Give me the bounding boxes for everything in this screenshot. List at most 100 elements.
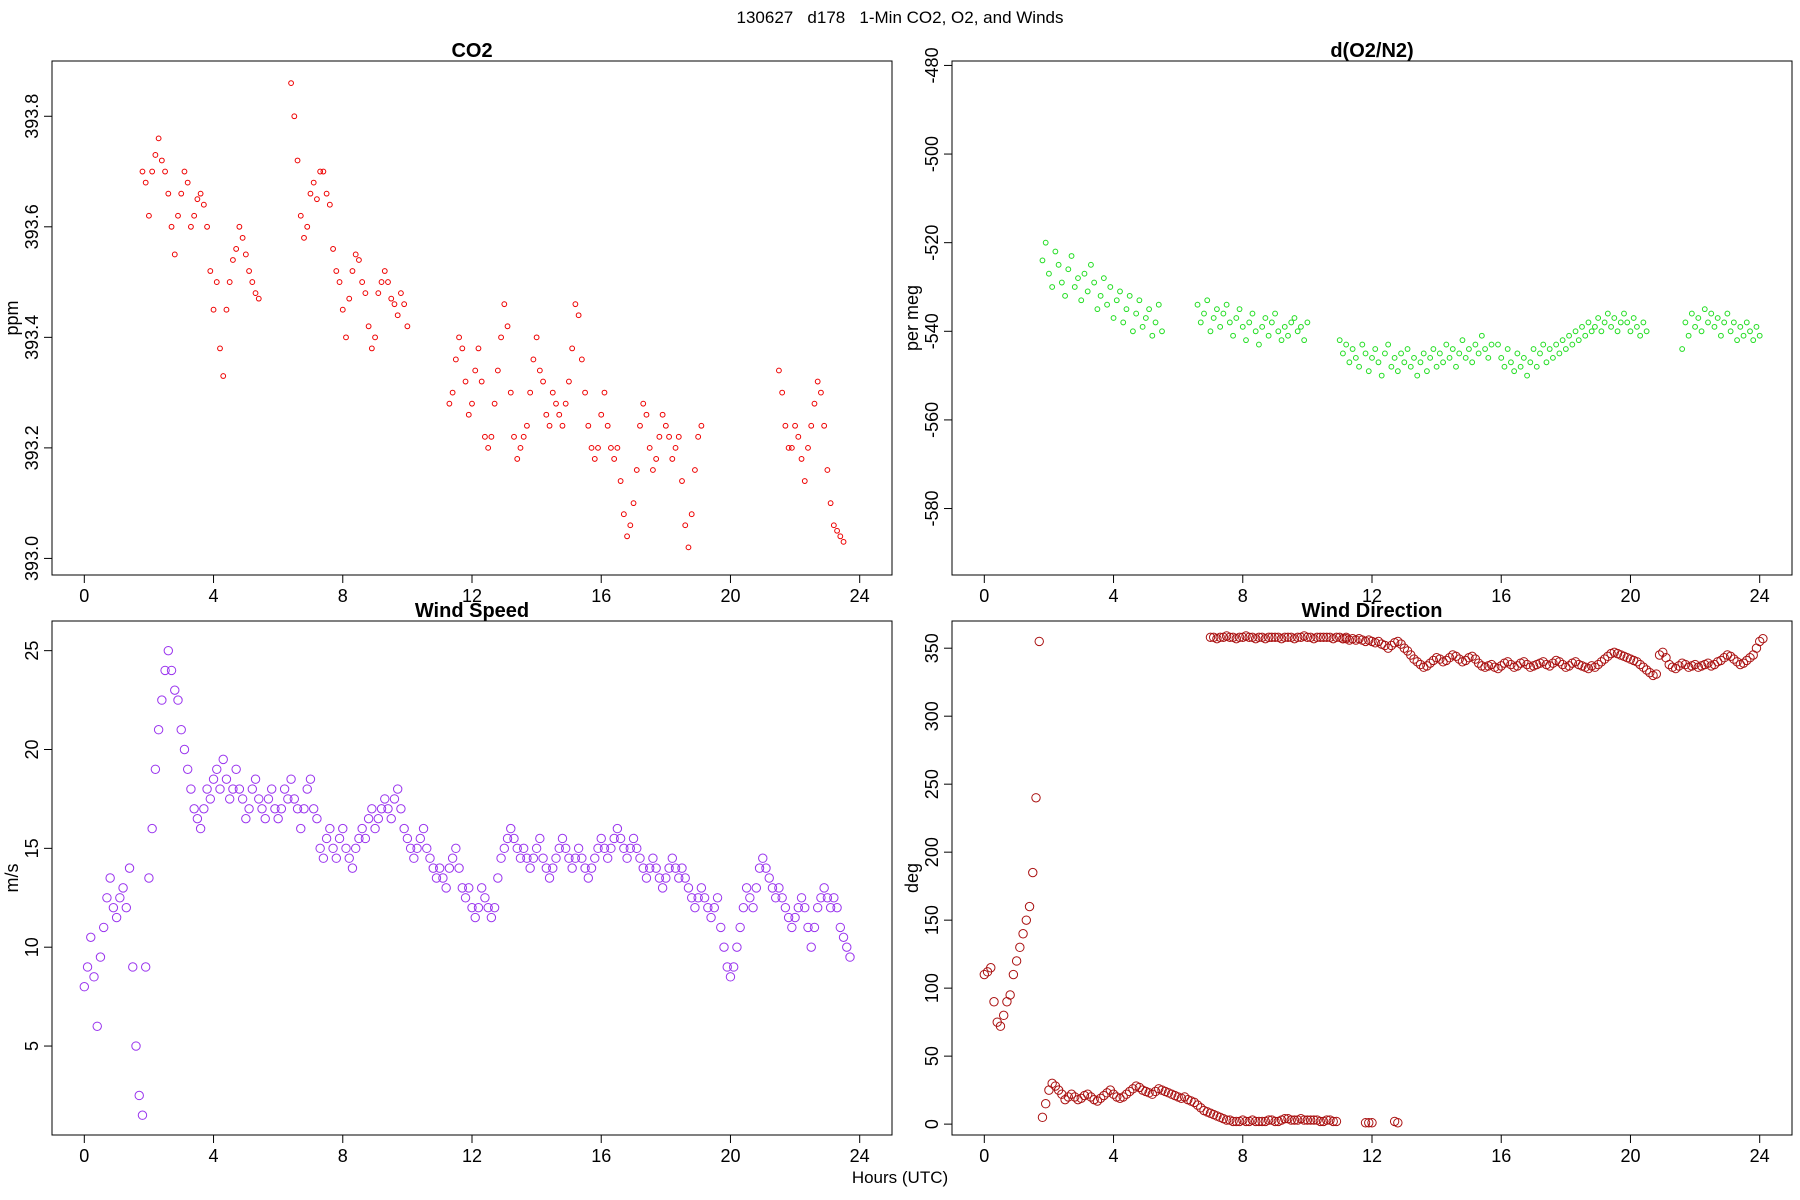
- data-point: [1459, 337, 1466, 344]
- data-point: [452, 356, 459, 363]
- data-point: [249, 279, 256, 285]
- data-point: [1159, 328, 1165, 335]
- data-point: [567, 863, 577, 873]
- data-point: [1226, 319, 1233, 326]
- data-point: [321, 833, 332, 844]
- data-point: [447, 853, 458, 863]
- data-point: [549, 389, 556, 396]
- data-point: [289, 794, 300, 804]
- data-point: [1640, 319, 1647, 326]
- data-point: [1436, 350, 1443, 357]
- data-point: [1147, 1089, 1158, 1099]
- data-point: [454, 863, 464, 873]
- data-point: [1601, 319, 1608, 326]
- data-point: [1579, 323, 1585, 330]
- data-point: [1128, 1084, 1138, 1094]
- data-points: [979, 631, 1768, 1128]
- data-point: [317, 168, 324, 175]
- data-point: [363, 813, 374, 824]
- data-point: [793, 902, 804, 913]
- data-point: [1488, 341, 1495, 348]
- data-point: [630, 500, 637, 507]
- data-point: [204, 223, 210, 230]
- data-point: [383, 804, 393, 814]
- data-point: [480, 893, 490, 903]
- data-point: [1236, 306, 1243, 313]
- data-point: [194, 196, 201, 203]
- data-point: [1263, 632, 1274, 643]
- data-point: [1422, 661, 1432, 671]
- data-point: [375, 290, 382, 297]
- data-point: [215, 784, 225, 794]
- data-point: [783, 912, 794, 923]
- data-point: [821, 422, 828, 429]
- data-point: [1252, 328, 1259, 335]
- data-point: [706, 912, 716, 923]
- data-point: [825, 902, 836, 913]
- x-tick-label: 12: [462, 586, 482, 606]
- data-point: [386, 813, 396, 824]
- data-point: [1150, 1086, 1161, 1097]
- data-point: [776, 367, 782, 374]
- data-point: [378, 279, 385, 285]
- data-point: [247, 784, 258, 794]
- data-point: [102, 893, 112, 903]
- data-point: [1544, 661, 1555, 671]
- data-point: [1118, 1092, 1128, 1102]
- data-point: [1117, 288, 1123, 295]
- data-point: [1475, 350, 1482, 357]
- data-point: [224, 794, 235, 804]
- data-point: [662, 422, 669, 429]
- data-point: [1398, 350, 1404, 357]
- data-point: [1425, 658, 1435, 668]
- data-point: [1554, 657, 1565, 667]
- data-point: [656, 433, 663, 440]
- data-point: [835, 922, 846, 933]
- data-point: [236, 223, 243, 230]
- data-point: [1302, 632, 1313, 643]
- data-point: [302, 784, 312, 794]
- data-point: [1275, 328, 1282, 335]
- data-point: [86, 932, 96, 943]
- data-point: [1126, 292, 1133, 299]
- data-point: [535, 833, 545, 844]
- data-point: [527, 389, 534, 396]
- data-point: [279, 784, 290, 794]
- data-point: [182, 764, 193, 774]
- data-point: [1092, 1096, 1103, 1106]
- data-point: [577, 853, 587, 863]
- data-point: [308, 804, 319, 814]
- data-point: [754, 863, 765, 873]
- data-point: [314, 196, 320, 203]
- data-point: [1372, 346, 1379, 352]
- data-point: [504, 323, 511, 330]
- data-point: [1378, 372, 1385, 379]
- data-point: [288, 80, 294, 87]
- data-point: [738, 902, 749, 913]
- data-point: [175, 212, 181, 219]
- data-point: [624, 533, 630, 540]
- data-point: [230, 257, 236, 263]
- data-point: [1031, 793, 1041, 803]
- data-point: [493, 873, 503, 883]
- data-point: [512, 843, 522, 854]
- data-point: [254, 794, 264, 804]
- data-point: [1065, 266, 1072, 273]
- data-point: [405, 843, 416, 854]
- data-point: [1732, 657, 1742, 667]
- data-point: [632, 843, 642, 854]
- y-tick-label: 5: [22, 1041, 42, 1051]
- data-point: [1572, 328, 1579, 335]
- wind-speed-panel: Wind Speed 0 4 8 12 16 20 24 5 10 15 20 25 m/s: [2, 600, 893, 1166]
- data-point: [1688, 310, 1695, 317]
- x-tick-label: 12: [462, 1146, 482, 1166]
- data-point: [1643, 328, 1650, 335]
- data-point: [1617, 319, 1624, 326]
- data-point: [1692, 323, 1698, 330]
- data-point: [669, 456, 676, 462]
- data-point: [1519, 657, 1529, 667]
- data-point: [242, 251, 249, 258]
- data-point: [118, 883, 128, 893]
- data-point: [398, 290, 404, 297]
- data-point: [1750, 337, 1757, 344]
